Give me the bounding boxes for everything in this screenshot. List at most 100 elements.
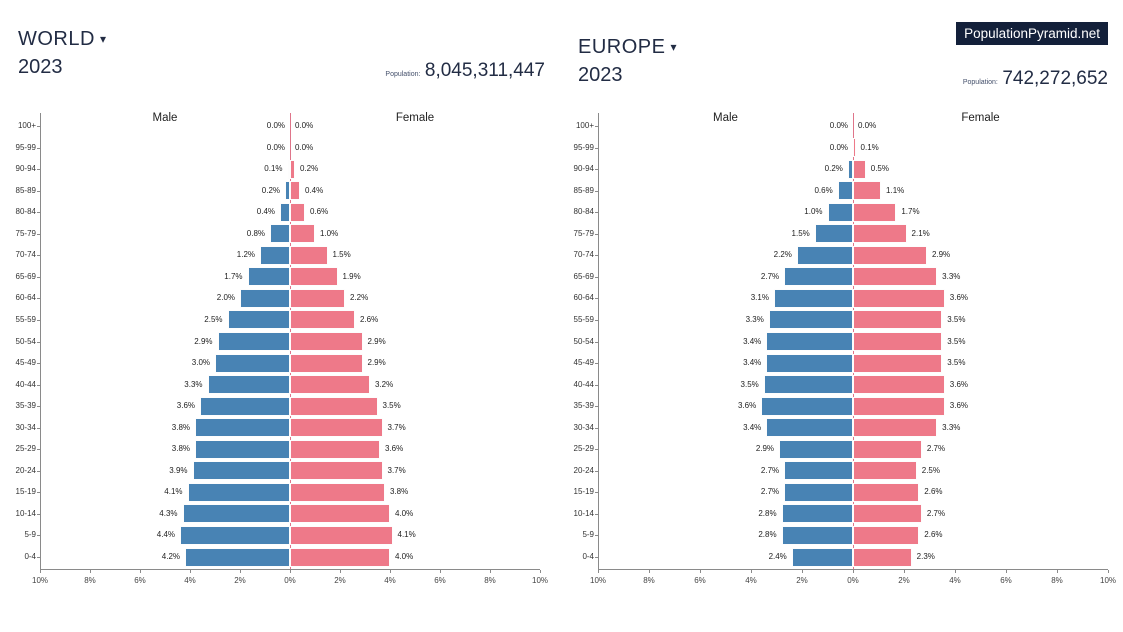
female-value-label: 3.3% bbox=[942, 272, 961, 281]
y-axis-tick bbox=[595, 492, 598, 493]
female-bar bbox=[853, 525, 920, 545]
y-axis-tick bbox=[37, 255, 40, 256]
x-axis-tick-label: 4% bbox=[745, 576, 757, 585]
y-axis-tick bbox=[595, 191, 598, 192]
female-bar bbox=[853, 245, 927, 265]
male-bar bbox=[847, 159, 853, 179]
x-axis-tick bbox=[853, 570, 854, 573]
age-group-label: 30-34 bbox=[573, 423, 594, 432]
x-axis-tick bbox=[290, 570, 291, 573]
y-axis-tick bbox=[37, 385, 40, 386]
female-value-label: 3.6% bbox=[949, 380, 969, 389]
x-axis-tick bbox=[1057, 570, 1058, 573]
female-value-label: 2.6% bbox=[360, 315, 379, 324]
male-bar bbox=[781, 525, 853, 545]
male-value-label: 2.7% bbox=[760, 487, 780, 496]
x-axis-tick bbox=[955, 570, 956, 573]
age-group-label: 0-4 bbox=[582, 552, 594, 561]
male-value-label: 4.3% bbox=[159, 509, 178, 518]
age-group-label: 95-99 bbox=[573, 143, 594, 152]
x-axis-tick bbox=[440, 570, 441, 573]
y-axis-tick bbox=[37, 148, 40, 149]
age-group-label: 95-99 bbox=[15, 143, 36, 152]
male-value-label: 4.2% bbox=[161, 552, 180, 561]
female-bar bbox=[853, 439, 922, 459]
male-bar bbox=[280, 202, 290, 222]
female-value-label: 0.2% bbox=[300, 164, 319, 173]
female-bar bbox=[853, 504, 922, 524]
male-value-label: 3.4% bbox=[743, 337, 762, 346]
age-group-label: 85-89 bbox=[15, 186, 36, 195]
y-axis-tick bbox=[37, 471, 40, 472]
male-value-label: 3.3% bbox=[745, 315, 764, 324]
female-value-label: 3.5% bbox=[382, 401, 401, 410]
population-world: Population: 8,045,311,447 bbox=[385, 60, 545, 82]
male-value-label: 3.6% bbox=[176, 401, 195, 410]
female-bar bbox=[290, 332, 363, 351]
male-bar bbox=[182, 504, 290, 524]
female-value-label: 2.6% bbox=[924, 530, 943, 539]
age-group-label: 5-9 bbox=[582, 530, 594, 539]
male-value-label: 0.6% bbox=[814, 186, 833, 195]
female-value-label: 1.7% bbox=[901, 207, 920, 216]
population-prefix: Population: bbox=[962, 79, 998, 86]
y-axis-tick bbox=[595, 428, 598, 429]
male-bar bbox=[260, 245, 290, 265]
age-group-label: 60-64 bbox=[15, 293, 36, 302]
region-selector-world[interactable]: WORLD ▾ bbox=[18, 28, 106, 51]
x-axis-tick-label: 6% bbox=[434, 576, 446, 585]
y-axis-tick bbox=[595, 255, 598, 256]
male-bar bbox=[781, 504, 853, 524]
age-group-label: 40-44 bbox=[573, 380, 594, 389]
age-group-label: 45-49 bbox=[15, 358, 36, 367]
male-bar bbox=[837, 181, 853, 201]
male-bar bbox=[784, 267, 853, 287]
x-axis-tick-label: 6% bbox=[134, 576, 146, 585]
region-name: WORLD bbox=[18, 28, 95, 50]
male-value-label: 1.5% bbox=[791, 229, 810, 238]
female-value-label: 4.1% bbox=[397, 530, 416, 539]
age-group-label: 55-59 bbox=[15, 315, 36, 324]
age-group-label: 20-24 bbox=[15, 466, 36, 475]
female-bar bbox=[853, 547, 912, 567]
y-axis-tick bbox=[595, 363, 598, 364]
x-axis-tick bbox=[40, 570, 41, 573]
age-group-label: 55-59 bbox=[573, 315, 594, 324]
female-value-label: 0.1% bbox=[860, 143, 879, 152]
male-value-label: 2.7% bbox=[760, 272, 780, 281]
male-bar bbox=[766, 418, 853, 438]
female-bar bbox=[853, 332, 943, 351]
x-axis-tick bbox=[1108, 570, 1109, 573]
male-value-label: 3.0% bbox=[191, 358, 210, 367]
male-value-label: 3.8% bbox=[171, 423, 190, 432]
x-axis-tick bbox=[540, 570, 541, 573]
x-axis-tick bbox=[340, 570, 341, 573]
female-value-label: 3.6% bbox=[949, 401, 969, 410]
x-axis-tick bbox=[240, 570, 241, 573]
male-value-label: 3.4% bbox=[743, 358, 762, 367]
male-bar bbox=[779, 439, 853, 459]
male-value-label: 3.4% bbox=[743, 423, 762, 432]
y-axis-tick bbox=[595, 471, 598, 472]
female-value-label: 0.0% bbox=[295, 121, 314, 130]
age-group-label: 65-69 bbox=[573, 272, 594, 281]
age-group-label: 25-29 bbox=[15, 444, 36, 453]
female-value-label: 2.3% bbox=[916, 552, 935, 561]
age-group-label: 10-14 bbox=[15, 509, 36, 518]
y-axis-tick bbox=[37, 535, 40, 536]
female-bar bbox=[853, 396, 945, 416]
age-group-label: 60-64 bbox=[573, 293, 594, 302]
female-value-label: 2.6% bbox=[924, 487, 943, 496]
site-logo-badge[interactable]: PopulationPyramid.net bbox=[956, 22, 1108, 45]
y-axis-tick bbox=[595, 385, 598, 386]
y-axis-tick bbox=[37, 492, 40, 493]
age-group-label: 75-79 bbox=[15, 229, 36, 238]
region-selector-europe[interactable]: EUROPE ▾ bbox=[578, 36, 677, 59]
male-value-label: 2.2% bbox=[773, 250, 792, 259]
center-zero-line bbox=[290, 113, 291, 569]
population-prefix: Population: bbox=[385, 71, 421, 78]
female-value-label: 3.7% bbox=[387, 423, 406, 432]
x-axis-tick-label: 6% bbox=[1000, 576, 1012, 585]
male-bar bbox=[763, 375, 853, 395]
